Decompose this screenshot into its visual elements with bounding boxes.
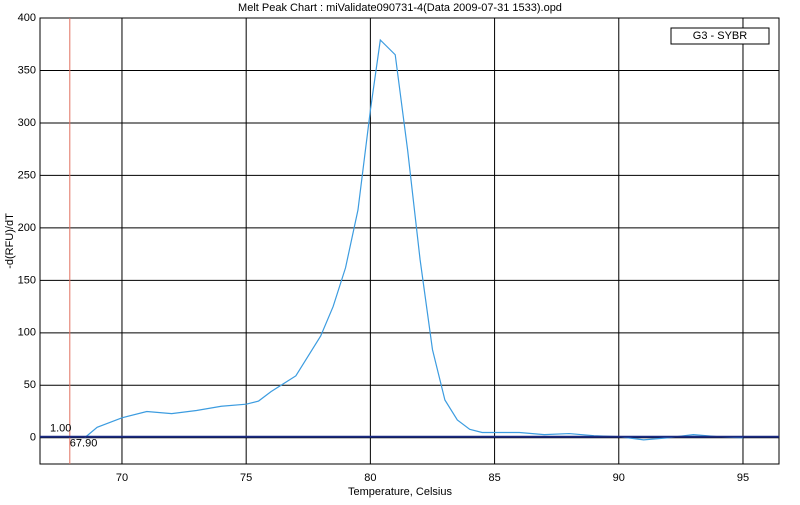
y-tick-label: 350 xyxy=(18,64,36,76)
plot-area xyxy=(39,17,780,465)
y-tick-label: 200 xyxy=(18,222,36,234)
x-tick-label: 85 xyxy=(488,472,500,484)
x-tick-label: 95 xyxy=(737,472,749,484)
x-tick-label: 80 xyxy=(364,472,376,484)
y-tick-label: 400 xyxy=(18,12,36,24)
y-tick-label: 300 xyxy=(18,117,36,129)
threshold-y-label: 1.00 xyxy=(50,423,71,435)
y-tick-label: 250 xyxy=(18,169,36,181)
y-tick-label: 50 xyxy=(24,379,36,391)
y-tick-label: 150 xyxy=(18,274,36,286)
threshold-x-label: 67.90 xyxy=(70,438,98,450)
x-tick-label: 75 xyxy=(240,472,252,484)
chart-title: Melt Peak Chart : miValidate090731-4(Dat… xyxy=(238,2,562,14)
x-tick-label: 90 xyxy=(613,472,625,484)
x-tick-label: 70 xyxy=(116,472,128,484)
y-tick-label: 100 xyxy=(18,327,36,339)
y-axis-label: -d(RFU)/dT xyxy=(4,213,16,269)
legend-box xyxy=(670,27,770,45)
y-tick-label: 0 xyxy=(30,432,36,444)
x-axis-label: Temperature, Celsius xyxy=(348,486,452,498)
legend-entry: G3 - SYBR xyxy=(693,30,747,42)
